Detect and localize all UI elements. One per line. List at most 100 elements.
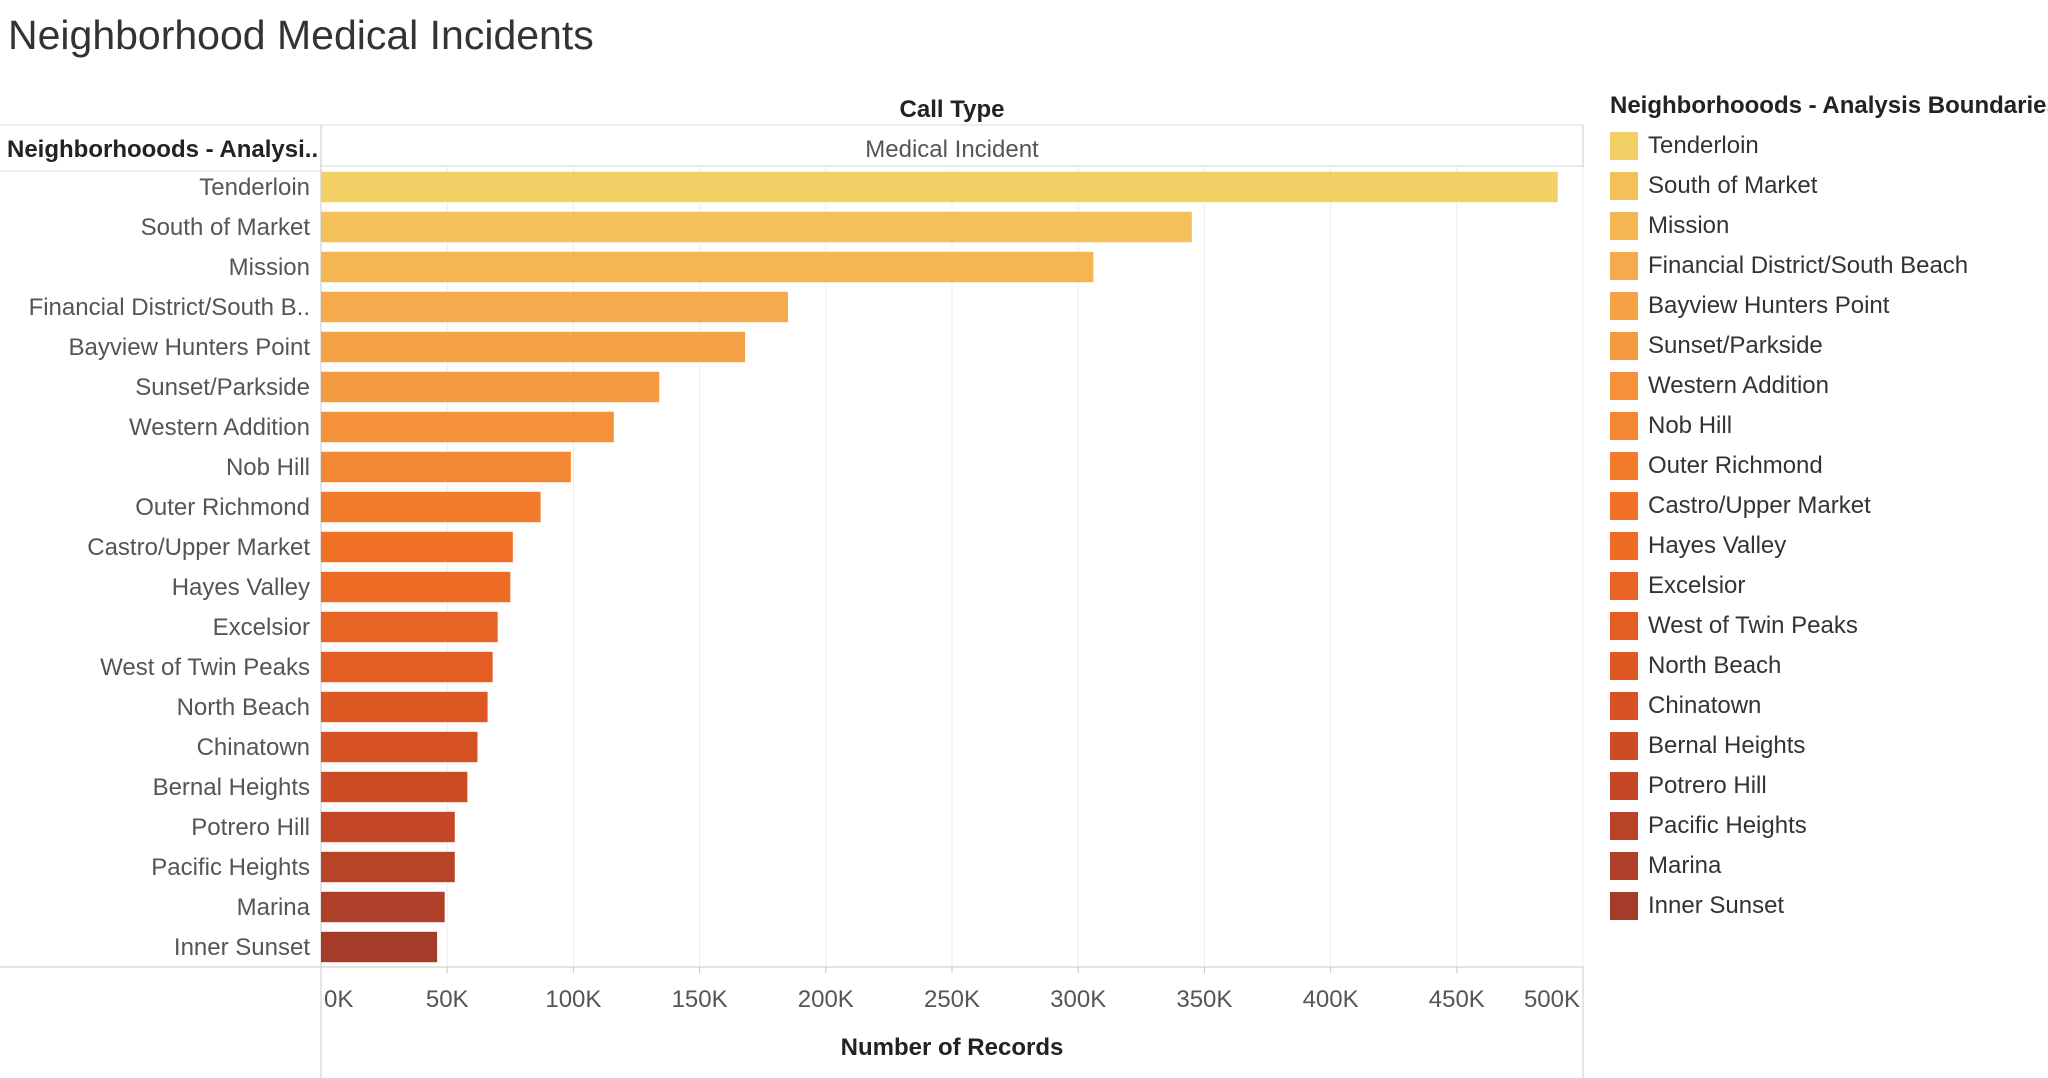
- bar-chart: Call Type Medical Incident Neighborhoood…: [0, 96, 1584, 1078]
- legend-item[interactable]: Bernal Heights: [1610, 726, 2045, 766]
- row-label: Bernal Heights: [153, 774, 310, 801]
- legend-item[interactable]: Sunset/Parkside: [1610, 326, 2045, 366]
- legend-label: Hayes Valley: [1648, 532, 1787, 559]
- bar[interactable]: Nob Hill: [321, 451, 571, 483]
- bar[interactable]: Bernal Heights: [321, 771, 468, 803]
- legend-item[interactable]: Hayes Valley: [1610, 526, 2045, 566]
- legend-item[interactable]: Financial District/South Beach: [1610, 246, 2045, 286]
- bars: Tenderloin South of Market Mission Financia…: [321, 171, 1558, 963]
- x-tick-label: 350K: [1176, 986, 1232, 1013]
- legend-items: Tenderloin South of Market Mission Financia…: [1610, 126, 2045, 926]
- x-axis-title: Number of Records: [841, 1034, 1064, 1061]
- row-label: Nob Hill: [226, 454, 310, 481]
- bar[interactable]: Tenderloin: [321, 171, 1558, 203]
- legend-item[interactable]: Bayview Hunters Point: [1610, 286, 2045, 326]
- page-title: Neighborhood Medical Incidents: [8, 12, 594, 58]
- x-axis: 0K 50K 100K 150K 200K 250K 300K 350K 400K 450K 500…: [0, 966, 1584, 1013]
- row-label: Financial District/South B..: [29, 294, 310, 321]
- row-header: Neighborhooods - Analysi..: [7, 136, 318, 163]
- legend-swatch: [1610, 372, 1638, 400]
- legend-item[interactable]: Nob Hill: [1610, 406, 2045, 446]
- bar[interactable]: North Beach: [321, 691, 488, 723]
- legend-label: Nob Hill: [1648, 412, 1733, 439]
- bar[interactable]: Sunset/Parkside: [321, 371, 660, 403]
- row-label: Potrero Hill: [191, 814, 310, 841]
- bar[interactable]: Inner Sunset: [321, 931, 438, 963]
- x-tick-label: 300K: [1050, 986, 1106, 1013]
- legend-label: Chinatown: [1648, 692, 1762, 719]
- legend-item[interactable]: North Beach: [1610, 646, 2045, 686]
- bar[interactable]: South of Market: [321, 211, 1192, 243]
- legend-swatch: [1610, 612, 1638, 640]
- legend-label: Marina: [1648, 852, 1722, 879]
- row-label: Hayes Valley: [172, 574, 310, 601]
- legend-swatch: [1610, 812, 1638, 840]
- row-label: Castro/Upper Market: [87, 534, 310, 561]
- x-tick-label: 50K: [426, 986, 469, 1013]
- legend-swatch: [1610, 692, 1638, 720]
- row-label: Chinatown: [197, 734, 310, 761]
- legend-item[interactable]: Tenderloin: [1610, 126, 2045, 166]
- row-label: Bayview Hunters Point: [69, 334, 311, 361]
- row-labels: Tenderloin South of Market Mission Financia…: [29, 174, 311, 961]
- legend-item[interactable]: West of Twin Peaks: [1610, 606, 2045, 646]
- legend-label: Financial District/South Beach: [1648, 252, 1969, 279]
- row-label: West of Twin Peaks: [100, 654, 310, 681]
- legend-swatch: [1610, 892, 1638, 920]
- column-header: Call Type: [900, 96, 1005, 123]
- bar[interactable]: Pacific Heights: [321, 851, 455, 883]
- legend-label: North Beach: [1648, 652, 1782, 679]
- x-tick-label: 250K: [924, 986, 980, 1013]
- bar[interactable]: Excelsior: [321, 611, 498, 643]
- bar[interactable]: Mission: [321, 251, 1094, 283]
- bar[interactable]: Potrero Hill: [321, 811, 455, 843]
- legend-label: Inner Sunset: [1648, 892, 1785, 919]
- legend-swatch: [1610, 172, 1638, 200]
- legend-swatch: [1610, 532, 1638, 560]
- legend-item[interactable]: Inner Sunset: [1610, 886, 2045, 926]
- legend-swatch: [1610, 332, 1638, 360]
- legend-item[interactable]: Chinatown: [1610, 686, 2045, 726]
- row-label: Outer Richmond: [135, 494, 310, 521]
- column-header-value: Medical Incident: [865, 136, 1039, 163]
- row-label: Inner Sunset: [174, 934, 310, 961]
- legend-item[interactable]: Marina: [1610, 846, 2045, 886]
- legend-label: Outer Richmond: [1648, 452, 1823, 479]
- bar[interactable]: Bayview Hunters Point: [321, 331, 746, 363]
- bar[interactable]: Chinatown: [321, 731, 478, 763]
- bar[interactable]: Hayes Valley: [321, 571, 511, 603]
- legend-swatch: [1610, 132, 1638, 160]
- row-label: Marina: [237, 894, 311, 921]
- bar[interactable]: Western Addition: [321, 411, 614, 443]
- bar[interactable]: Outer Richmond: [321, 491, 541, 523]
- legend-item[interactable]: Excelsior: [1610, 566, 2045, 606]
- row-label: Mission: [229, 254, 310, 281]
- bar[interactable]: Castro/Upper Market: [321, 531, 513, 563]
- x-tick-label: 400K: [1303, 986, 1359, 1013]
- legend-swatch: [1610, 572, 1638, 600]
- legend-item[interactable]: Potrero Hill: [1610, 766, 2045, 806]
- x-tick-label: 450K: [1429, 986, 1485, 1013]
- legend-item[interactable]: Mission: [1610, 206, 2045, 246]
- legend-label: Bernal Heights: [1648, 732, 1806, 759]
- bar[interactable]: West of Twin Peaks: [321, 651, 493, 683]
- legend-label: Pacific Heights: [1648, 812, 1807, 839]
- legend-swatch: [1610, 212, 1638, 240]
- legend-item[interactable]: Outer Richmond: [1610, 446, 2045, 486]
- legend-title: Neighborhooods - Analysis Boundaries: [1610, 92, 2048, 119]
- legend-swatch: [1610, 652, 1638, 680]
- legend-swatch: [1610, 292, 1638, 320]
- legend: Neighborhooods - Analysis Boundaries Ten…: [1610, 92, 2048, 926]
- bar[interactable]: Marina: [321, 891, 445, 923]
- legend-item[interactable]: South of Market: [1610, 166, 2045, 206]
- legend-item[interactable]: Western Addition: [1610, 366, 2045, 406]
- legend-label: Sunset/Parkside: [1648, 332, 1823, 359]
- legend-item[interactable]: Pacific Heights: [1610, 806, 2045, 846]
- legend-label: Potrero Hill: [1648, 772, 1767, 799]
- legend-item[interactable]: Castro/Upper Market: [1610, 486, 2045, 526]
- bar[interactable]: Financial District/South Beach: [321, 291, 788, 323]
- legend-swatch: [1610, 852, 1638, 880]
- legend-label: South of Market: [1648, 172, 1818, 199]
- x-tick-label: 500K: [1524, 986, 1580, 1013]
- row-label: Tenderloin: [199, 174, 310, 201]
